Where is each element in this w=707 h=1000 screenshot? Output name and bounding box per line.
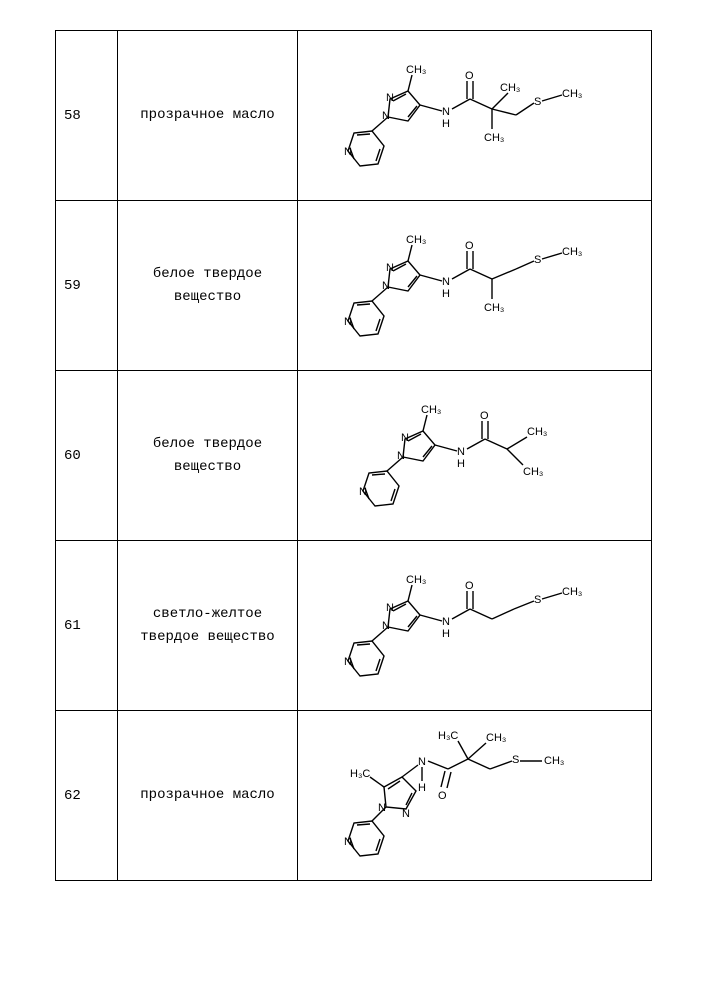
svg-text:H₃C: H₃C: [350, 768, 370, 780]
compound-description: прозрачное масло: [118, 31, 298, 201]
compound-id: 62: [56, 711, 118, 881]
svg-text:S: S: [534, 594, 541, 606]
svg-text:H: H: [442, 288, 450, 300]
molecule-icon: N N N CH₃ N H O CH₃ CH₃ S CH₃: [330, 51, 620, 181]
table-row: 59 белое твердоевещество N N N CH₃ N H O…: [56, 201, 652, 371]
page: 58 прозрачное масло N N N CH₃ N H O CH₃ …: [0, 0, 707, 911]
svg-text:CH₃: CH₃: [562, 88, 582, 100]
table-row: 58 прозрачное масло N N N CH₃ N H O CH₃ …: [56, 31, 652, 201]
compound-id: 61: [56, 541, 118, 711]
compound-id: 59: [56, 201, 118, 371]
svg-text:H: H: [442, 118, 450, 130]
chemical-table: 58 прозрачное масло N N N CH₃ N H O CH₃ …: [55, 30, 652, 881]
svg-text:O: O: [438, 790, 447, 802]
svg-text:N: N: [397, 450, 405, 462]
svg-text:N: N: [386, 602, 394, 614]
svg-text:N: N: [382, 280, 390, 292]
svg-text:N: N: [382, 110, 390, 122]
molecule-icon: N N N H₃C N H O H₃C CH₃ S CH₃: [330, 721, 620, 871]
svg-text:O: O: [465, 70, 474, 82]
svg-text:CH₃: CH₃: [523, 466, 543, 478]
svg-text:CH₃: CH₃: [406, 64, 426, 76]
compound-structure: N N N H₃C N H O H₃C CH₃ S CH₃: [298, 711, 652, 881]
svg-text:N: N: [344, 836, 352, 848]
svg-text:H₃C: H₃C: [438, 730, 458, 742]
compound-id: 58: [56, 31, 118, 201]
compound-description: белое твердоевещество: [118, 201, 298, 371]
svg-text:CH₃: CH₃: [421, 404, 441, 416]
svg-text:S: S: [534, 96, 541, 108]
svg-text:N: N: [457, 446, 465, 458]
svg-text:O: O: [465, 580, 474, 592]
svg-text:N: N: [401, 432, 409, 444]
compound-description: светло-желтоетвердое вещество: [118, 541, 298, 711]
svg-text:N: N: [386, 92, 394, 104]
svg-text:CH₃: CH₃: [484, 302, 504, 314]
svg-text:N: N: [378, 802, 386, 814]
svg-text:CH₃: CH₃: [406, 234, 426, 246]
svg-text:CH₃: CH₃: [486, 732, 506, 744]
svg-text:N: N: [442, 106, 450, 118]
svg-text:N: N: [402, 808, 410, 820]
svg-text:O: O: [480, 410, 489, 422]
svg-text:N: N: [418, 756, 426, 768]
table-row: 62 прозрачное масло N N N H₃C N H O H₃C …: [56, 711, 652, 881]
compound-description: прозрачное масло: [118, 711, 298, 881]
svg-text:CH₃: CH₃: [500, 82, 520, 94]
table-row: 61 светло-желтоетвердое вещество N N N C…: [56, 541, 652, 711]
svg-text:H: H: [418, 782, 426, 794]
molecule-icon: N N N CH₃ N H O CH₃ S CH₃: [330, 221, 620, 351]
svg-text:CH₃: CH₃: [527, 426, 547, 438]
svg-text:N: N: [344, 656, 352, 668]
svg-text:S: S: [512, 754, 519, 766]
svg-text:H: H: [457, 458, 465, 470]
molecule-icon: N N N CH₃ N H O S CH₃: [330, 561, 620, 691]
compound-structure: N N N CH₃ N H O CH₃ S CH₃: [298, 201, 652, 371]
svg-text:CH₃: CH₃: [484, 132, 504, 144]
svg-text:N: N: [344, 316, 352, 328]
svg-text:H: H: [442, 628, 450, 640]
svg-text:CH₃: CH₃: [406, 574, 426, 586]
svg-text:N: N: [386, 262, 394, 274]
svg-text:O: O: [465, 240, 474, 252]
svg-text:N: N: [382, 620, 390, 632]
svg-text:CH₃: CH₃: [562, 246, 582, 258]
svg-text:N: N: [359, 486, 367, 498]
svg-text:S: S: [534, 254, 541, 266]
svg-text:N: N: [442, 616, 450, 628]
table-row: 60 белое твердоевещество N N N CH₃ N H O…: [56, 371, 652, 541]
svg-text:N: N: [442, 276, 450, 288]
svg-text:CH₃: CH₃: [562, 586, 582, 598]
compound-description: белое твердоевещество: [118, 371, 298, 541]
molecule-icon: N N N CH₃ N H O CH₃ CH₃: [345, 391, 605, 521]
svg-text:CH₃: CH₃: [544, 755, 564, 767]
compound-structure: N N N CH₃ N H O S CH₃: [298, 541, 652, 711]
compound-structure: N N N CH₃ N H O CH₃ CH₃ S CH₃: [298, 31, 652, 201]
compound-id: 60: [56, 371, 118, 541]
compound-structure: N N N CH₃ N H O CH₃ CH₃: [298, 371, 652, 541]
svg-text:N: N: [344, 146, 352, 158]
